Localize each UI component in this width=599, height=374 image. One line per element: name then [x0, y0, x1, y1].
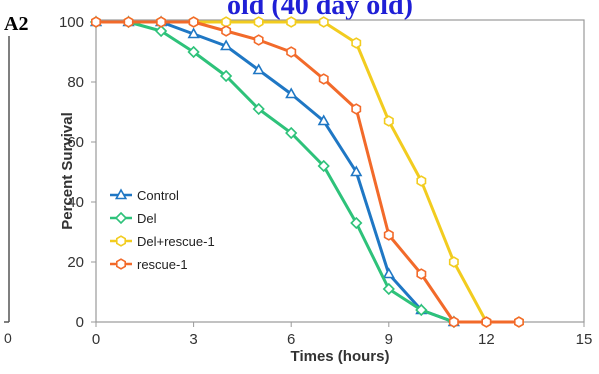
data-point-rescue-1	[351, 103, 362, 115]
legend-item: rescue-1	[110, 257, 188, 272]
data-point-control	[382, 267, 395, 279]
data-point-rescue-1	[448, 316, 459, 328]
legend-label: Del	[137, 211, 157, 226]
legend-swatch-marker	[116, 258, 126, 270]
series-del	[89, 15, 461, 329]
data-point-control	[350, 165, 363, 177]
x-tick-label: 12	[478, 331, 495, 348]
data-point-rescue-1	[318, 73, 329, 85]
legend-label: rescue-1	[137, 257, 188, 272]
y-tick-label: 0	[76, 314, 84, 331]
data-point-del	[219, 69, 233, 83]
left-fragment-tick: 0	[4, 330, 12, 346]
data-point-rescue-1	[513, 316, 524, 328]
data-point-del	[415, 303, 428, 317]
y-axis-title: Percent Survival	[59, 112, 76, 230]
legend-label: Control	[137, 188, 179, 203]
legend: Control Del Del+rescue-1 rescue-1	[110, 188, 215, 272]
data-point-del-rescue-1	[448, 256, 459, 268]
chart-title-fragment: old (40 day old)	[227, 0, 413, 21]
series-line-del	[96, 20, 455, 324]
data-point-rescue-1	[188, 16, 199, 28]
series-line-control	[96, 20, 455, 324]
data-point-control	[220, 39, 233, 51]
data-point-rescue-1	[383, 229, 394, 241]
data-point-control	[252, 63, 265, 75]
data-point-rescue-1	[156, 16, 166, 28]
x-tick-label: 3	[189, 331, 197, 348]
series-line-rescue-1	[96, 20, 519, 324]
data-point-del-rescue-1	[416, 175, 427, 187]
legend-item: Del	[110, 211, 157, 226]
data-point-del	[285, 126, 298, 140]
data-point-del-rescue-1	[253, 16, 264, 28]
data-point-del-rescue-1	[286, 16, 297, 28]
legend-swatch-marker	[116, 235, 126, 247]
series-rescue-1	[91, 16, 524, 328]
x-tick-label: 15	[576, 331, 593, 348]
data-point-del	[252, 102, 265, 116]
plot-frame	[95, 19, 585, 323]
y-tick-label: 80	[67, 74, 84, 91]
data-point-del-rescue-1	[383, 115, 394, 127]
data-point-rescue-1	[481, 316, 492, 328]
data-point-rescue-1	[91, 16, 101, 28]
legend-swatch-marker	[114, 188, 128, 200]
legend-item: Del+rescue-1	[110, 234, 215, 249]
x-tick-label: 0	[92, 331, 100, 348]
data-point-del-rescue-1	[318, 16, 329, 28]
y-tick-label: 60	[67, 134, 84, 151]
y-tick-label: 40	[67, 194, 84, 211]
data-point-rescue-1	[123, 16, 134, 28]
data-point-rescue-1	[253, 34, 264, 46]
data-point-control	[285, 87, 298, 99]
x-axis-title: Times (hours)	[291, 348, 390, 365]
series-control	[89, 15, 460, 327]
y-tick-group: 0 20 40 60 80 100	[59, 14, 96, 331]
y-tick-label: 100	[59, 14, 84, 31]
data-point-control	[187, 27, 200, 39]
legend-item: Control	[110, 188, 179, 203]
data-point-del	[350, 216, 363, 230]
panel-label: A2	[4, 13, 28, 35]
data-point-control	[317, 114, 330, 126]
data-point-del	[317, 159, 330, 173]
data-point-del-rescue-1	[351, 37, 362, 49]
data-point-rescue-1	[416, 268, 427, 280]
legend-label: Del+rescue-1	[137, 234, 215, 249]
x-tick-label: 9	[385, 331, 393, 348]
data-point-rescue-1	[221, 25, 232, 37]
data-point-del	[154, 24, 168, 38]
data-point-rescue-1	[286, 46, 297, 58]
x-tick-label: 6	[287, 331, 295, 348]
legend-swatch-marker	[114, 211, 128, 225]
y-tick-label: 20	[67, 254, 84, 271]
series-group	[89, 15, 524, 329]
data-point-del	[382, 282, 395, 296]
data-point-del	[187, 45, 200, 59]
